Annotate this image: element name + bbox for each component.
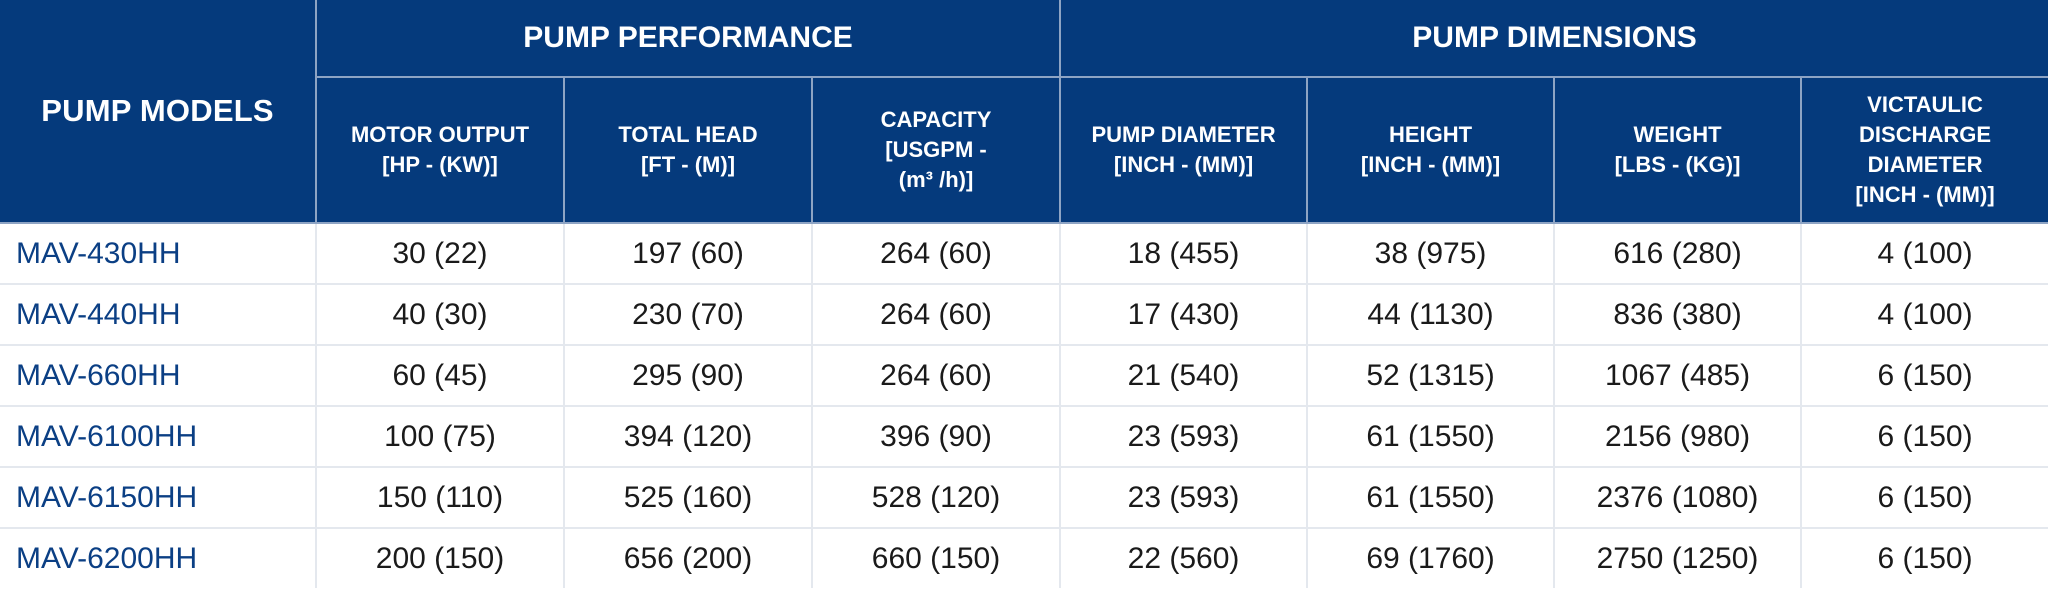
header-line: MOTOR OUTPUT (350, 122, 530, 147)
total-head-cell: 656 (200) (564, 528, 813, 588)
table-body: MAV-430HH 30 (22) 197 (60) 264 (60) 18 (… (0, 223, 2048, 588)
header-line: DIAMETER (1867, 152, 1983, 177)
discharge-diameter-cell: 6 (150) (1801, 467, 2048, 529)
total-head-header: TOTAL HEAD [FT - (M)] (563, 76, 813, 224)
header-line: HEIGHT (1388, 122, 1473, 147)
header-line: WEIGHT (1633, 122, 1722, 147)
height-cell: 52 (1315) (1307, 345, 1556, 407)
height-cell: 44 (1130) (1307, 284, 1556, 346)
pump-diameter-cell: 23 (593) (1060, 467, 1309, 529)
model-cell: MAV-6100HH (0, 406, 317, 468)
model-cell: MAV-430HH (0, 223, 317, 285)
pump-diameter-cell: 21 (540) (1060, 345, 1309, 407)
table-row: MAV-440HH 40 (30) 230 (70) 264 (60) 17 (… (0, 284, 2048, 346)
model-cell: MAV-6200HH (0, 528, 317, 588)
pump-dimensions-header: PUMP DIMENSIONS (1059, 0, 2048, 78)
height-cell: 38 (975) (1307, 223, 1556, 285)
weight-cell: 616 (280) (1554, 223, 1803, 285)
table-row: MAV-660HH 60 (45) 295 (90) 264 (60) 21 (… (0, 345, 2048, 407)
pump-diameter-cell: 22 (560) (1060, 528, 1309, 588)
weight-cell: 2156 (980) (1554, 406, 1803, 468)
header-line: [LBS - (KG)] (1614, 152, 1741, 177)
height-cell: 61 (1550) (1307, 406, 1556, 468)
total-head-cell: 394 (120) (564, 406, 813, 468)
table-header: PUMP MODELS PUMP PERFORMANCE PUMP DIMENS… (0, 0, 2048, 224)
motor-output-header: MOTOR OUTPUT [HP - (KW)] (315, 76, 565, 224)
pump-diameter-cell: 23 (593) (1060, 406, 1309, 468)
weight-cell: 1067 (485) (1554, 345, 1803, 407)
header-line: [HP - (KW)] (382, 152, 498, 177)
header-line: DISCHARGE (1859, 122, 1992, 147)
capacity-cell: 660 (150) (812, 528, 1062, 588)
model-cell: MAV-440HH (0, 284, 317, 346)
header-line: [INCH - (MM)] (1855, 182, 1995, 207)
capacity-cell: 528 (120) (812, 467, 1062, 529)
discharge-diameter-cell: 6 (150) (1801, 345, 2048, 407)
pump-performance-header: PUMP PERFORMANCE (314, 0, 1062, 78)
table-row: MAV-6100HH 100 (75) 394 (120) 396 (90) 2… (0, 406, 2048, 468)
header-line: [INCH - (MM)] (1113, 152, 1254, 177)
header-line: TOTAL HEAD (618, 122, 758, 147)
header-line: [USGPM - (885, 137, 987, 162)
motor-output-cell: 60 (45) (316, 345, 565, 407)
header-line: (m³ /h)] (898, 167, 974, 192)
table-row: MAV-6200HH 200 (150) 656 (200) 660 (150)… (0, 528, 2048, 588)
weight-cell: 2750 (1250) (1554, 528, 1803, 588)
total-head-cell: 295 (90) (564, 345, 813, 407)
height-cell: 61 (1550) (1307, 467, 1556, 529)
pump-diameter-header: PUMP DIAMETER [INCH - (MM)] (1059, 76, 1309, 224)
header-line: VICTAULIC (1867, 92, 1983, 117)
table-row: MAV-6150HH 150 (110) 525 (160) 528 (120)… (0, 467, 2048, 529)
height-header: HEIGHT [INCH - (MM)] (1306, 76, 1556, 224)
capacity-header: CAPACITY [USGPM - (m³ /h)] (810, 76, 1062, 224)
header-line: [INCH - (MM)] (1360, 152, 1501, 177)
capacity-cell: 264 (60) (812, 284, 1062, 346)
pump-diameter-cell: 18 (455) (1060, 223, 1309, 285)
weight-header: WEIGHT [LBS - (KG)] (1553, 76, 1803, 224)
weight-cell: 836 (380) (1554, 284, 1803, 346)
height-cell: 69 (1760) (1307, 528, 1556, 588)
discharge-diameter-cell: 6 (150) (1801, 406, 2048, 468)
motor-output-cell: 100 (75) (316, 406, 565, 468)
capacity-cell: 264 (60) (812, 223, 1062, 285)
motor-output-cell: 150 (110) (316, 467, 565, 529)
header-line: CAPACITY (880, 107, 992, 132)
pump-models-header: PUMP MODELS (0, 0, 317, 224)
model-cell: MAV-660HH (0, 345, 317, 407)
total-head-cell: 525 (160) (564, 467, 813, 529)
header-line: PUMP DIAMETER (1091, 122, 1276, 147)
motor-output-cell: 200 (150) (316, 528, 565, 588)
motor-output-cell: 30 (22) (316, 223, 565, 285)
victaulic-discharge-diameter-header: VICTAULIC DISCHARGE DIAMETER [INCH - (MM… (1800, 76, 2048, 224)
discharge-diameter-cell: 4 (100) (1801, 223, 2048, 285)
table-row: MAV-430HH 30 (22) 197 (60) 264 (60) 18 (… (0, 223, 2048, 285)
model-cell: MAV-6150HH (0, 467, 317, 529)
header-line: [FT - (M)] (640, 152, 736, 177)
total-head-cell: 230 (70) (564, 284, 813, 346)
header-group-row: PUMP MODELS PUMP PERFORMANCE PUMP DIMENS… (0, 0, 2048, 224)
header-column-row: MOTOR OUTPUT [HP - (KW)] TOTAL HEAD [FT … (0, 76, 2048, 224)
total-head-cell: 197 (60) (564, 223, 813, 285)
capacity-cell: 264 (60) (812, 345, 1062, 407)
motor-output-cell: 40 (30) (316, 284, 565, 346)
weight-cell: 2376 (1080) (1554, 467, 1803, 529)
discharge-diameter-cell: 4 (100) (1801, 284, 2048, 346)
pump-diameter-cell: 17 (430) (1060, 284, 1309, 346)
capacity-cell: 396 (90) (812, 406, 1062, 468)
discharge-diameter-cell: 6 (150) (1801, 528, 2048, 588)
